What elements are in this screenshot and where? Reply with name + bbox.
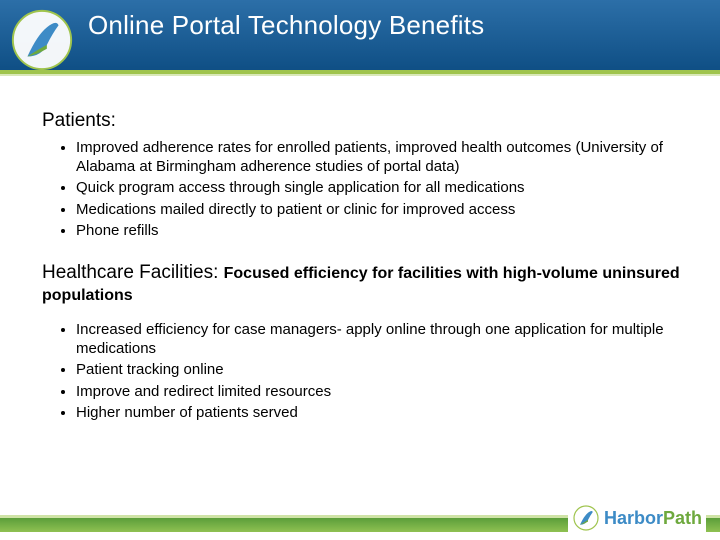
facilities-bullet-list: Increased efficiency for case managers- … — [42, 320, 680, 422]
title-underline-light — [0, 74, 720, 76]
facilities-heading: Healthcare Facilities: Focused efficienc… — [42, 262, 680, 306]
list-item: Quick program access through single appl… — [76, 178, 680, 197]
facilities-section: Healthcare Facilities: Focused efficienc… — [42, 262, 680, 422]
header-logo — [8, 6, 76, 74]
footer-logo-text-part2: Path — [663, 508, 702, 528]
list-item: Increased efficiency for case managers- … — [76, 320, 680, 358]
list-item: Patient tracking online — [76, 360, 680, 379]
slide-title: Online Portal Technology Benefits — [88, 10, 700, 41]
patients-heading: Patients: — [42, 110, 680, 132]
slide-root: Online Portal Technology Benefits Patien… — [0, 0, 720, 540]
list-item: Improved adherence rates for enrolled pa… — [76, 138, 680, 176]
facilities-heading-lead: Healthcare Facilities: — [42, 262, 224, 283]
list-item: Phone refills — [76, 221, 680, 240]
globe-swoosh-icon — [8, 6, 76, 74]
list-item: Higher number of patients served — [76, 403, 680, 422]
content-area: Patients: Improved adherence rates for e… — [42, 110, 680, 444]
footer-logo-text: HarborPath — [604, 508, 702, 529]
list-item: Improve and redirect limited resources — [76, 382, 680, 401]
patients-bullet-list: Improved adherence rates for enrolled pa… — [42, 138, 680, 240]
footer-logo: HarborPath — [568, 502, 706, 534]
footer-logo-text-part1: Harbor — [604, 508, 663, 528]
list-item: Medications mailed directly to patient o… — [76, 200, 680, 219]
globe-swoosh-icon — [572, 504, 600, 532]
